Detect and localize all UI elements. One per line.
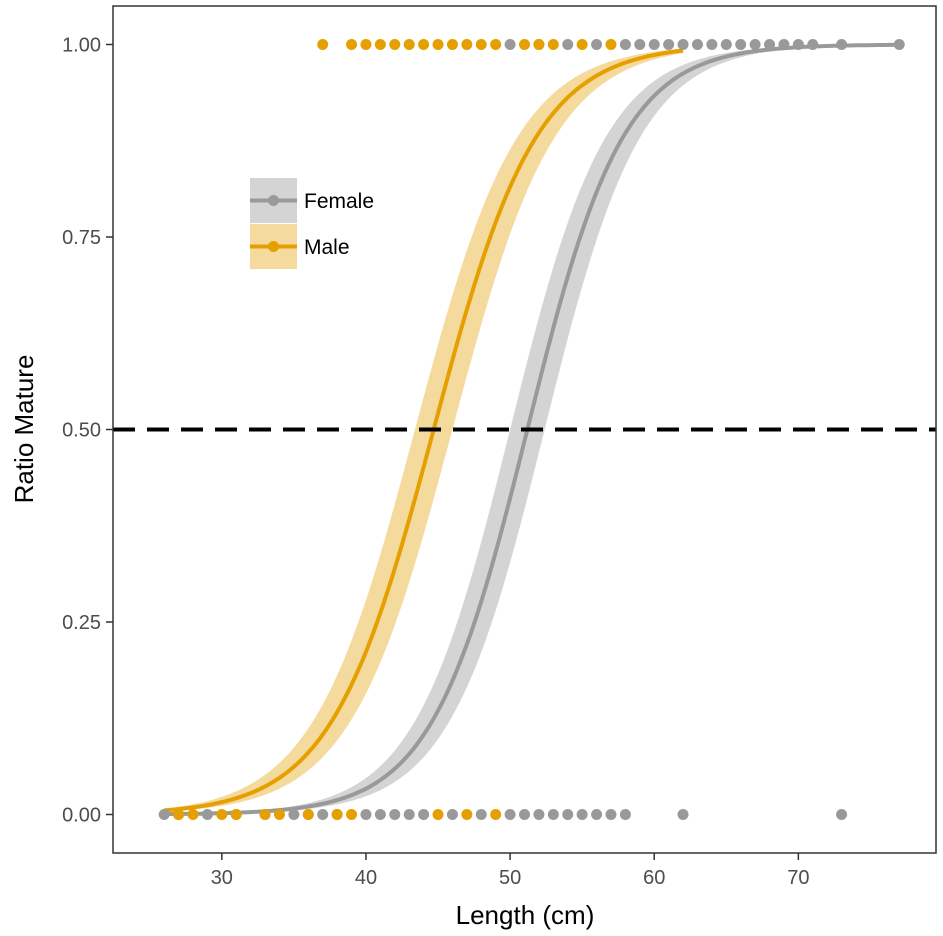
data-point-male-immature bbox=[302, 809, 314, 820]
axis-ticks: 30 40 50 60 70 0.00 0.25 0.50 0.75 1.00 bbox=[62, 35, 809, 890]
data-point-male-mature bbox=[317, 39, 329, 50]
data-point-female-mature bbox=[591, 39, 603, 50]
data-point-male-immature bbox=[490, 809, 502, 820]
data-point-female-mature bbox=[735, 39, 747, 50]
data-point-female-immature bbox=[677, 809, 689, 820]
data-point-male-mature bbox=[403, 39, 415, 50]
y-tick-label: 1.00 bbox=[62, 35, 101, 57]
data-point-male-immature bbox=[187, 809, 199, 820]
data-point-male-mature bbox=[605, 39, 617, 50]
x-tick-label: 70 bbox=[787, 867, 809, 889]
data-point-female-immature bbox=[504, 809, 516, 820]
data-point-female-immature bbox=[374, 809, 386, 820]
x-tick-label: 30 bbox=[211, 867, 233, 889]
data-point-male-immature bbox=[346, 809, 358, 820]
data-point-male-mature bbox=[374, 39, 386, 50]
data-point-female-immature bbox=[547, 809, 559, 820]
data-point-female-immature bbox=[619, 809, 631, 820]
data-point-female-immature bbox=[519, 809, 530, 820]
data-point-female-mature bbox=[749, 39, 761, 50]
x-axis-title: Length (cm) bbox=[456, 900, 595, 930]
data-point-male-immature bbox=[432, 809, 444, 820]
legend-key-point-male bbox=[268, 241, 279, 252]
legend-key-point-female bbox=[268, 195, 279, 206]
y-axis-title: Ratio Mature bbox=[9, 355, 39, 504]
data-point-female-immature bbox=[446, 809, 458, 820]
data-point-female-mature bbox=[836, 39, 848, 50]
legend-label-male: Male bbox=[304, 236, 350, 259]
data-point-female-immature bbox=[317, 809, 329, 820]
y-tick-label: 0.50 bbox=[62, 420, 101, 442]
y-tick-label: 0.75 bbox=[62, 227, 101, 249]
data-point-female-immature bbox=[562, 809, 574, 820]
data-point-female-immature bbox=[418, 809, 430, 820]
data-point-female-immature bbox=[836, 809, 848, 820]
legend-label-female: Female bbox=[304, 190, 374, 213]
data-point-female-mature bbox=[792, 39, 804, 50]
x-tick-label: 60 bbox=[643, 867, 665, 889]
x-tick-label: 40 bbox=[355, 867, 377, 889]
data-point-female-immature bbox=[201, 809, 213, 820]
data-point-male-mature bbox=[576, 39, 588, 50]
data-point-female-mature bbox=[807, 39, 819, 50]
data-point-male-mature bbox=[360, 39, 372, 50]
data-point-female-immature bbox=[288, 809, 300, 820]
data-point-female-immature bbox=[591, 809, 603, 820]
data-point-female-mature bbox=[778, 39, 790, 50]
data-point-male-mature bbox=[432, 39, 444, 50]
data-point-female-mature bbox=[562, 39, 574, 50]
y-tick-label: 0.00 bbox=[62, 805, 101, 827]
data-point-male-mature bbox=[475, 39, 487, 50]
data-point-female-mature bbox=[893, 39, 905, 50]
data-point-female-immature bbox=[403, 809, 415, 820]
data-point-female-mature bbox=[677, 39, 689, 50]
data-point-male-immature bbox=[461, 809, 473, 820]
data-point-female-mature bbox=[619, 39, 631, 50]
data-point-male-mature bbox=[389, 39, 401, 50]
data-point-female-immature bbox=[475, 809, 487, 820]
data-point-female-immature bbox=[158, 809, 170, 820]
data-point-male-mature bbox=[547, 39, 559, 50]
data-point-female-mature bbox=[648, 39, 660, 50]
data-point-male-immature bbox=[173, 809, 185, 820]
data-point-male-mature bbox=[346, 39, 358, 50]
data-point-male-immature bbox=[216, 809, 228, 820]
data-point-male-mature bbox=[490, 39, 502, 50]
data-point-female-mature bbox=[634, 39, 646, 50]
fit-curve-female bbox=[164, 42, 900, 817]
data-point-female-mature bbox=[691, 39, 703, 50]
data-point-female-immature bbox=[360, 809, 372, 820]
data-point-female-immature bbox=[389, 809, 401, 820]
data-point-female-immature bbox=[576, 809, 588, 820]
data-point-female-immature bbox=[605, 809, 617, 820]
data-point-female-mature bbox=[663, 39, 675, 50]
data-point-female-mature bbox=[720, 39, 732, 50]
data-point-female-mature bbox=[504, 39, 516, 50]
data-point-male-immature bbox=[230, 809, 242, 820]
fit-curve-male bbox=[164, 48, 684, 813]
legend: Female Male bbox=[250, 178, 374, 269]
data-point-male-mature bbox=[461, 39, 473, 50]
y-tick-label: 0.25 bbox=[62, 612, 101, 634]
data-point-male-mature bbox=[533, 39, 545, 50]
data-point-male-immature bbox=[259, 809, 271, 820]
data-point-male-immature bbox=[331, 809, 343, 820]
data-point-female-mature bbox=[706, 39, 718, 50]
plot-area bbox=[112, 5, 937, 854]
data-point-female-mature bbox=[764, 39, 776, 50]
data-point-female-immature bbox=[533, 809, 545, 820]
data-point-male-mature bbox=[418, 39, 430, 50]
x-tick-label: 50 bbox=[499, 867, 521, 889]
data-point-male-mature bbox=[519, 39, 530, 50]
data-point-male-immature bbox=[273, 809, 285, 820]
data-point-male-mature bbox=[446, 39, 458, 50]
